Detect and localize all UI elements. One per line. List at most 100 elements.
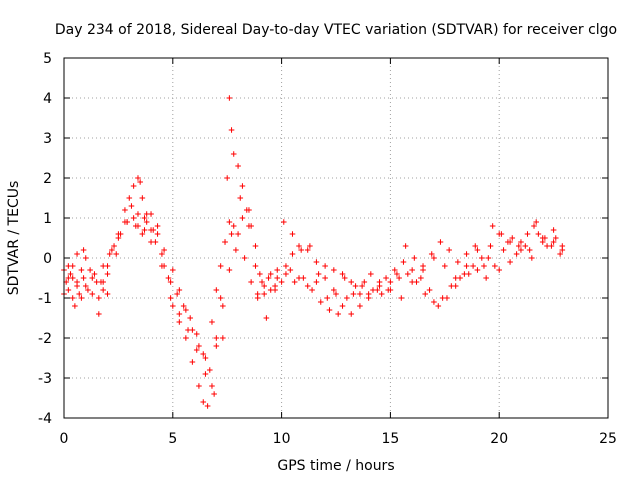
data-point: [226, 95, 233, 101]
data-point: [470, 263, 476, 269]
data-point: [315, 271, 322, 277]
data-point: [492, 263, 498, 269]
y-tick-label: 4: [43, 91, 52, 107]
data-point: [387, 279, 394, 285]
data-point: [93, 279, 100, 285]
data-point: [533, 219, 539, 225]
data-point: [507, 239, 513, 245]
data-point: [383, 275, 389, 281]
data-point: [143, 219, 150, 225]
data-point: [559, 243, 566, 249]
data-point: [472, 243, 479, 249]
data-point: [80, 247, 87, 253]
data-point: [513, 251, 520, 257]
data-point: [359, 283, 365, 289]
data-point: [91, 271, 98, 277]
data-point: [526, 247, 533, 253]
data-point: [235, 163, 241, 169]
data-point: [124, 219, 130, 225]
data-point: [394, 271, 400, 277]
series-trace-d: [65, 195, 557, 397]
data-point: [115, 235, 122, 241]
data-point: [228, 127, 235, 133]
data-point: [291, 279, 298, 285]
data-point: [289, 231, 296, 237]
data-point: [174, 291, 180, 297]
data-point: [463, 251, 470, 257]
y-tick-label: -2: [38, 331, 52, 347]
data-point: [515, 243, 522, 249]
data-point: [109, 247, 115, 253]
data-point: [376, 279, 383, 285]
y-tick-label: 3: [43, 131, 52, 147]
data-point: [139, 231, 146, 237]
data-point: [405, 271, 411, 277]
data-point: [254, 291, 261, 297]
data-point: [213, 335, 220, 341]
data-point: [481, 263, 487, 269]
data-point: [141, 215, 148, 221]
x-axis-label: GPS time / hours: [277, 458, 394, 474]
data-point: [76, 291, 83, 297]
data-point: [455, 259, 461, 265]
data-point: [72, 303, 78, 309]
data-point: [246, 223, 252, 229]
y-tick-label: 5: [43, 51, 52, 67]
data-point: [365, 291, 372, 297]
data-point: [113, 251, 120, 257]
data-point: [67, 271, 74, 277]
data-point: [483, 275, 489, 281]
x-tick-label: 10: [273, 431, 291, 447]
data-point: [170, 303, 176, 309]
data-point: [435, 303, 442, 309]
data-point: [69, 275, 76, 281]
data-point: [239, 215, 246, 221]
data-point: [461, 271, 468, 277]
x-tick-label: 15: [381, 431, 399, 447]
data-point: [135, 211, 141, 217]
data-point: [326, 307, 333, 313]
data-point: [348, 279, 355, 285]
data-point: [141, 227, 148, 233]
data-point: [211, 391, 217, 397]
data-point: [159, 251, 165, 257]
data-point: [278, 279, 285, 285]
data-point: [529, 255, 535, 261]
data-point: [550, 227, 557, 233]
data-point: [133, 223, 139, 229]
data-point: [500, 247, 507, 253]
data-point: [259, 279, 265, 285]
data-point: [418, 275, 424, 281]
data-point: [252, 263, 259, 269]
data-point: [239, 183, 246, 189]
data-point: [196, 383, 202, 389]
data-point: [409, 267, 415, 273]
data-point: [446, 247, 452, 253]
data-point: [130, 215, 137, 221]
data-point: [96, 295, 102, 301]
data-point: [422, 291, 429, 297]
data-point: [304, 247, 311, 253]
data-point: [74, 283, 80, 289]
data-point: [487, 243, 494, 249]
y-axis-label: SDTVAR / TECUs: [6, 181, 22, 296]
data-point: [352, 283, 359, 289]
data-point: [85, 287, 91, 293]
data-point: [261, 291, 267, 297]
data-point: [463, 263, 470, 269]
data-point: [339, 303, 346, 309]
data-point: [452, 275, 459, 281]
data-point: [350, 291, 357, 297]
data-point: [165, 275, 172, 281]
y-tick-label: -1: [38, 291, 52, 307]
data-point: [170, 267, 176, 273]
plot-area: [63, 57, 609, 419]
data-point: [87, 267, 93, 273]
data-point: [509, 235, 516, 241]
data-point: [274, 275, 281, 281]
data-point: [531, 223, 537, 229]
data-point: [74, 251, 80, 257]
data-point: [150, 227, 157, 233]
data-point: [128, 203, 135, 209]
data-point: [167, 279, 174, 285]
